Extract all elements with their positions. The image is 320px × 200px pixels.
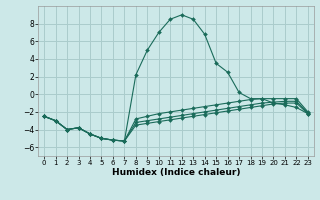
X-axis label: Humidex (Indice chaleur): Humidex (Indice chaleur)	[112, 168, 240, 177]
